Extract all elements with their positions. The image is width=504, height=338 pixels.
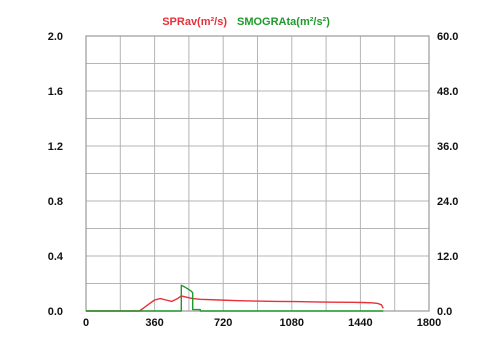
legend: SPRav(m²/s) SMOGRAta(m²/s²) [162, 16, 330, 28]
y-right-tick-label: 0.0 [437, 306, 452, 318]
y-right-tick-label: 36.0 [437, 141, 458, 153]
series-line-smogr-ata [86, 284, 384, 312]
x-tick-label: 0 [83, 317, 89, 329]
x-tick-label: 720 [214, 317, 232, 329]
series-layer [86, 284, 384, 312]
y-right-tick-label: 48.0 [437, 86, 458, 98]
y-right-tick-label: 24.0 [437, 196, 458, 208]
grid [86, 36, 429, 311]
y-left-tick-label: 0.0 [48, 306, 63, 318]
y-left-tick-label: 0.4 [48, 251, 64, 263]
y-left-tick-label: 1.2 [48, 141, 63, 153]
y-left-tick-label: 1.6 [48, 86, 63, 98]
x-tick-label: 360 [145, 317, 163, 329]
y-left-tick-label: 2.0 [48, 31, 63, 43]
x-tick-label: 1080 [280, 317, 304, 329]
x-tick-label: 1440 [348, 317, 372, 329]
legend-item-smogr-ata: SMOGRAta(m²/s²) [237, 16, 330, 28]
tick-labels: 0 360 720 1080 1440 18000.00.40.81.21.62.00.0… [48, 31, 459, 329]
y-right-tick-label: 60.0 [437, 31, 458, 43]
series-line-spr-av [86, 295, 384, 312]
legend-item-spr-av: SPRav(m²/s) [162, 16, 227, 28]
x-tick-label: 1800 [417, 317, 441, 329]
y-left-tick-label: 0.8 [48, 196, 63, 208]
y-right-tick-label: 12.0 [437, 251, 458, 263]
